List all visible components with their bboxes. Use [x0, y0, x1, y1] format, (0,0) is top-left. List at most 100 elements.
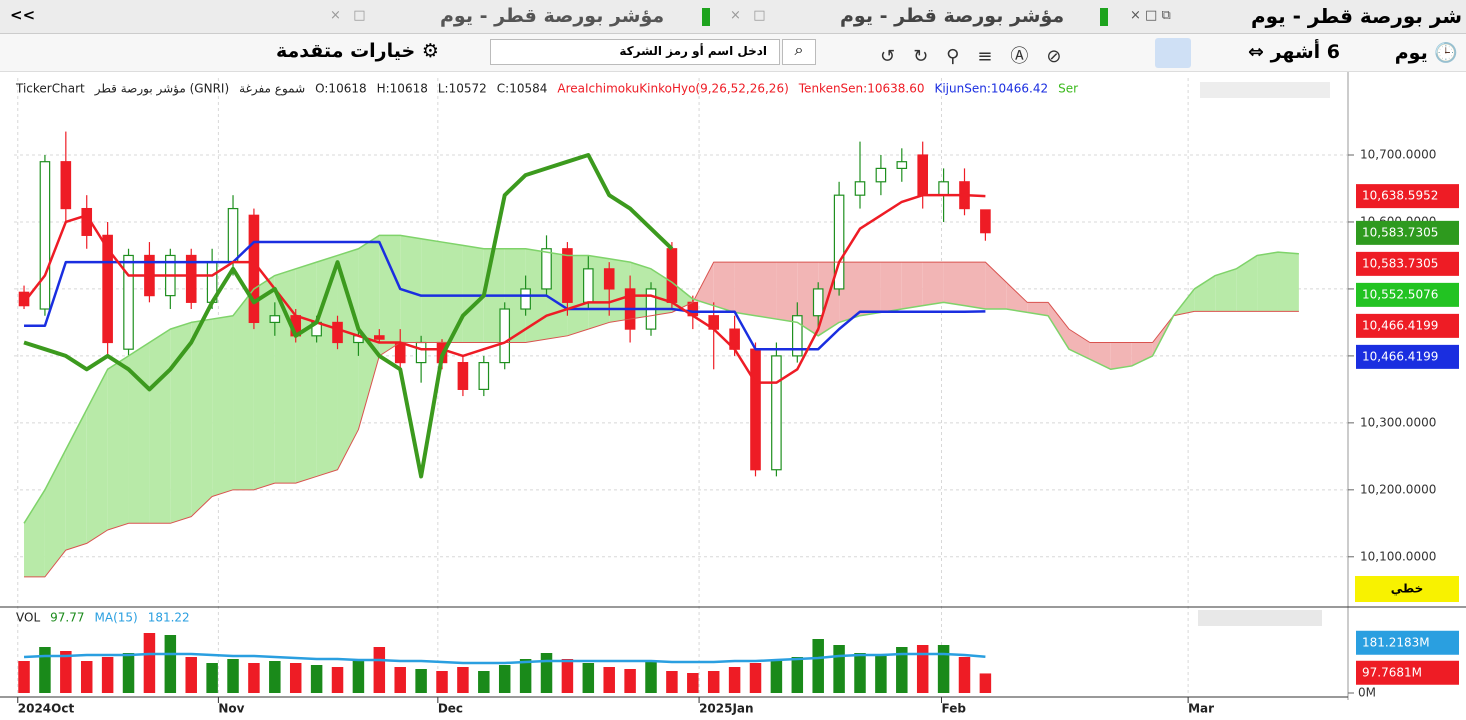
- y-tick-label: 10,200.0000: [1360, 482, 1436, 496]
- info-kijun: KijunSen:10466.42: [934, 82, 1048, 96]
- tab-active[interactable]: شر بورصة قطر - يوم: [1250, 4, 1462, 28]
- volume-bar: [143, 633, 156, 693]
- volume-bar: [498, 665, 511, 693]
- price-badge-label: 10,466.4199: [1362, 349, 1438, 363]
- period-button[interactable]: 🕒 يوم: [1394, 42, 1458, 64]
- volume-bar: [666, 671, 678, 693]
- candle-body: [415, 341, 427, 364]
- y-tick-label: 10,700.0000: [1360, 148, 1436, 162]
- cloud-fill: [400, 235, 422, 343]
- pane-buttons[interactable]: [1198, 610, 1322, 626]
- candle-body: [666, 248, 678, 303]
- volume-bar: [310, 665, 323, 693]
- cloud-fill: [379, 235, 401, 356]
- volume-ma: [23, 652, 986, 665]
- candle-body: [185, 254, 197, 303]
- candle-body: [520, 288, 531, 310]
- volume-bar: [854, 653, 866, 693]
- info-name: مؤشر بورصة قطر (GNRI): [94, 82, 229, 97]
- indicator-line: [23, 234, 1299, 524]
- cloud-fill: [1089, 342, 1111, 370]
- candle-body: [875, 167, 887, 183]
- volume-bar: [916, 645, 929, 693]
- cloud-fill: [1110, 342, 1132, 370]
- info-tenkan: TenkenSen:10638.60: [798, 82, 925, 96]
- volume-bar: [812, 639, 824, 693]
- candle-body: [603, 268, 615, 290]
- toolbar: 🕒 يوم 6 أشهر ⇔ ↺↻⚲≡Ⓐ⊘ ادخل اسم أو رمز ال…: [0, 34, 1466, 72]
- volume-bar: [457, 667, 469, 693]
- tab[interactable]: مؤشر بورصة قطر - يوم: [440, 5, 665, 27]
- tool-icons[interactable]: ↺↻⚲≡Ⓐ⊘: [880, 46, 1080, 67]
- range-button[interactable]: 6 أشهر ⇔: [1248, 41, 1340, 63]
- volume-bar: [352, 659, 365, 693]
- tab-marker: [1100, 8, 1108, 26]
- volume-bar: [101, 657, 114, 693]
- volume-badge: [1356, 660, 1459, 685]
- candle-body: [248, 214, 260, 324]
- volume-bar: [39, 647, 51, 693]
- info-o: O:10618: [315, 82, 366, 96]
- volume-bar: [937, 645, 950, 693]
- pane-buttons[interactable]: [1200, 82, 1330, 98]
- volume-bar: [478, 671, 490, 693]
- x-tick-label: Feb: [942, 702, 967, 716]
- draw-tool[interactable]: [1155, 38, 1191, 68]
- info-c: C:10584: [497, 82, 548, 96]
- cloud-fill: [107, 355, 129, 531]
- cloud-fill: [1215, 268, 1237, 312]
- candle-body: [269, 315, 281, 324]
- volume-bar: [791, 657, 804, 693]
- tab-bar: << شر بورصة قطر - يوم × □ ⧉ مؤشر بورصة ق…: [0, 0, 1466, 34]
- axis-panel: [1348, 72, 1466, 720]
- candle-body: [478, 361, 490, 390]
- cloud-fill: [755, 262, 777, 320]
- candle-body: [60, 161, 72, 210]
- cloud-fill: [253, 275, 275, 490]
- volume-bar: [415, 669, 427, 693]
- x-tick-label: Nov: [218, 702, 244, 716]
- cloud-fill: [295, 262, 317, 484]
- volume-bar: [206, 663, 218, 693]
- search-box[interactable]: ادخل اسم أو رمز الشركة: [490, 39, 780, 65]
- volume-bar: [875, 655, 887, 693]
- volume-legend: 181.22: [148, 611, 190, 625]
- tab-icons[interactable]: × □: [730, 8, 766, 23]
- tab-icons[interactable]: × □: [330, 8, 366, 23]
- range: 6 أشهر: [1270, 41, 1340, 63]
- cloud-fill: [1257, 252, 1278, 312]
- volume-legend: 97.77: [50, 611, 84, 625]
- cloud-fill: [24, 489, 45, 577]
- x-tick-label: Dec: [438, 702, 463, 716]
- volume-bar: [122, 653, 135, 693]
- tab-marker: [702, 8, 710, 26]
- cloud-fill: [880, 262, 902, 313]
- price-badge: [1356, 220, 1459, 245]
- search-button[interactable]: ⌕: [782, 39, 816, 65]
- volume-bar: [227, 659, 239, 693]
- info-indicator: AreaIchimokuKinkoHyo(9,26,52,26,26): [557, 82, 788, 96]
- cloud-fill: [1194, 275, 1216, 312]
- volume-bar: [18, 661, 30, 693]
- y-tick-label: 10,100.0000: [1360, 549, 1436, 563]
- collapse-button[interactable]: <<: [10, 6, 36, 24]
- candle-body: [394, 341, 406, 364]
- tab-icons[interactable]: × □ ⧉: [1130, 8, 1171, 23]
- candle-body: [374, 335, 385, 340]
- volume-bar: [833, 645, 845, 693]
- cloud-fill: [44, 449, 66, 577]
- price-badge-label: 10,638.5952: [1362, 189, 1438, 203]
- volume-bar: [80, 661, 93, 693]
- cloud-fill: [901, 262, 923, 310]
- tab[interactable]: مؤشر بورصة قطر - يوم: [840, 5, 1065, 27]
- search-placeholder: ادخل اسم أو رمز الشركة: [619, 44, 767, 58]
- indicator-line: [24, 261, 1299, 578]
- info-source: TickerChart: [15, 82, 85, 96]
- cloud-fill: [1027, 302, 1049, 316]
- cloud-fill: [713, 262, 735, 313]
- advanced-button[interactable]: ⚙ خيارات متقدمة: [276, 40, 439, 62]
- cloud-fill: [1236, 255, 1258, 312]
- indicator-line: [23, 153, 674, 479]
- cloud-fill: [149, 329, 171, 524]
